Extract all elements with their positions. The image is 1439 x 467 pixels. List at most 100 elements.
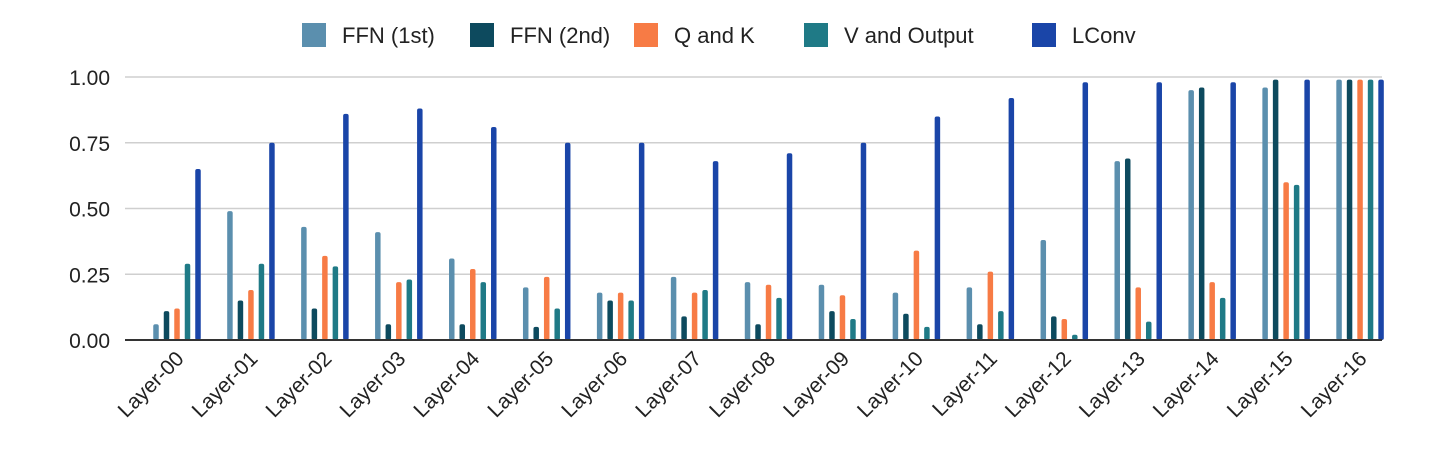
bar <box>184 263 191 340</box>
bar <box>554 308 560 340</box>
legend-swatch <box>1032 23 1056 47</box>
bar <box>776 297 782 340</box>
bar <box>1040 240 1047 340</box>
y-tick-label: 1.00 <box>69 67 110 90</box>
bar <box>829 311 835 340</box>
bar <box>755 324 761 340</box>
bar-group-layer-03 <box>375 108 423 340</box>
bar-group-layer-16 <box>1336 79 1384 340</box>
bar <box>839 295 846 340</box>
bar <box>1051 316 1057 340</box>
legend-item-3: V and Output <box>804 23 974 48</box>
bar <box>1072 334 1078 340</box>
legend-item-4: LConv <box>1032 23 1136 48</box>
bar <box>491 126 497 340</box>
bar <box>1198 87 1205 341</box>
bar <box>628 300 634 340</box>
bar <box>522 287 529 340</box>
bar <box>1230 82 1236 340</box>
bar <box>248 290 254 340</box>
bar-group-layer-08 <box>744 153 793 340</box>
legend-item-0: FFN (1st) <box>302 23 435 48</box>
bar <box>301 226 307 340</box>
bar <box>638 142 645 340</box>
bar <box>163 311 170 340</box>
bar <box>227 211 233 340</box>
bar <box>322 255 328 340</box>
bar <box>987 271 994 340</box>
bar <box>1114 161 1120 340</box>
legend: FFN (1st) FFN (2nd) Q and K V and Output LCo… <box>302 23 1136 48</box>
bar <box>332 266 339 340</box>
bars <box>153 79 1384 341</box>
bar-group-layer-07 <box>670 161 719 340</box>
bar-group-layer-15 <box>1262 79 1310 341</box>
bar <box>607 300 613 340</box>
x-tick-label: Layer-08 <box>705 347 780 422</box>
bar <box>1188 90 1194 341</box>
bar <box>449 258 455 340</box>
bar <box>744 282 751 340</box>
bar-group-layer-09 <box>818 142 867 340</box>
bar <box>1082 82 1089 340</box>
bar <box>385 324 392 340</box>
bar <box>850 318 856 340</box>
bar <box>1293 184 1300 340</box>
bar-group-layer-13 <box>1114 82 1162 340</box>
x-tick-label: Layer-03 <box>335 347 410 422</box>
bar <box>617 292 624 340</box>
bar-group-layer-05 <box>522 142 571 340</box>
bar <box>691 292 698 340</box>
bar-group-layer-11 <box>966 98 1015 340</box>
x-tick-label: Layer-15 <box>1223 347 1298 422</box>
x-tick-label: Layer-14 <box>1149 347 1224 422</box>
y-axis-ticks: 0.00 0.25 0.50 0.75 1.00 <box>69 67 110 353</box>
bar <box>543 276 550 340</box>
bar <box>977 324 983 340</box>
legend-label: FFN (2nd) <box>510 23 610 48</box>
bar-group-layer-00 <box>153 169 201 340</box>
bar <box>406 279 413 340</box>
bar <box>237 300 244 340</box>
bar <box>564 142 571 340</box>
bar-group-layer-04 <box>449 126 497 340</box>
x-tick-label: Layer-05 <box>483 347 558 422</box>
bar <box>1378 79 1384 340</box>
bar <box>470 268 476 340</box>
bar <box>1262 87 1268 341</box>
bar-group-layer-14 <box>1188 82 1236 341</box>
x-tick-label: Layer-01 <box>188 347 263 422</box>
bar <box>375 232 381 340</box>
bar <box>1135 287 1141 340</box>
bar-group-layer-10 <box>892 116 941 340</box>
y-tick-label: 0.00 <box>69 330 110 353</box>
bar-group-layer-01 <box>227 142 275 340</box>
legend-swatch <box>804 23 828 47</box>
bar <box>343 113 349 340</box>
x-tick-label: Layer-12 <box>1001 347 1076 422</box>
x-tick-label: Layer-11 <box>928 347 1002 421</box>
y-tick-label: 0.25 <box>69 264 110 287</box>
bar <box>269 142 275 340</box>
legend-label: LConv <box>1072 23 1136 48</box>
bar <box>1272 79 1279 340</box>
bar <box>1336 79 1342 340</box>
x-tick-label: Layer-13 <box>1075 347 1150 422</box>
bar <box>258 263 265 340</box>
bar <box>892 292 899 340</box>
bar <box>712 161 719 340</box>
bar <box>1367 79 1374 340</box>
bar <box>311 308 318 340</box>
bar <box>903 313 909 340</box>
bar <box>765 284 772 340</box>
bar <box>396 282 402 340</box>
bar <box>195 169 201 340</box>
legend-swatch <box>634 23 658 47</box>
bar <box>459 324 466 340</box>
bar <box>417 108 423 340</box>
bar <box>1156 82 1162 340</box>
x-tick-label: Layer-07 <box>631 347 706 422</box>
bar <box>966 287 973 340</box>
legend-label: V and Output <box>844 23 974 48</box>
bar <box>998 311 1004 340</box>
